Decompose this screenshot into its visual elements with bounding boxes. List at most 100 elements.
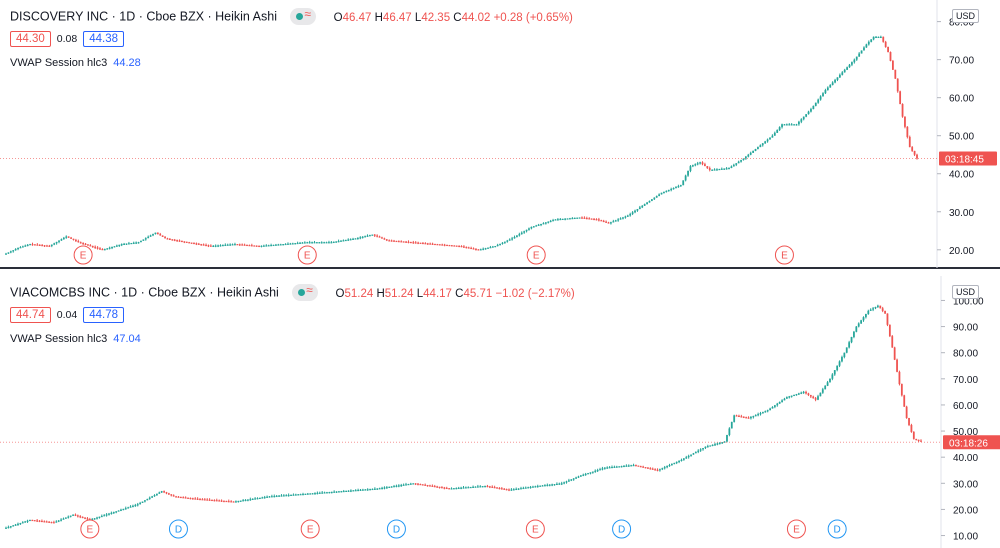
candle-body <box>460 245 463 248</box>
candle-body <box>824 385 827 390</box>
indicator-legend[interactable]: VWAP Session hlc3 44.28 <box>10 57 141 69</box>
candle-body <box>302 493 304 496</box>
candle-body <box>347 239 350 241</box>
quote-row: 44.30 0.08 44.38 <box>10 31 124 47</box>
candle-body <box>237 500 240 503</box>
dividend-event-marker[interactable]: D <box>386 519 406 539</box>
candle-body <box>140 240 142 243</box>
candle-body <box>714 444 716 446</box>
price-chart-svg[interactable]: 20.00 30.00 40.00 50.00 60.00 70.00 80.00 03:18… <box>0 0 1000 268</box>
candle-body <box>65 236 68 238</box>
candle-body <box>858 53 861 57</box>
candle-body <box>723 168 726 170</box>
chart-pane-viacomcbs[interactable]: 10.00 20.00 30.00 40.00 50.00 60.00 70.00 80.00… <box>0 276 1000 548</box>
candle-body <box>781 124 783 128</box>
legend-toggle[interactable]: ≈ <box>292 283 319 301</box>
candle-body <box>486 485 489 488</box>
candle-body <box>901 104 904 117</box>
earnings-event-marker[interactable]: E <box>297 245 317 265</box>
event-marker-label: E <box>781 251 788 262</box>
pane-divider[interactable] <box>0 267 1000 269</box>
candle-body <box>793 124 795 126</box>
price-chart-svg[interactable]: 10.00 20.00 30.00 40.00 50.00 60.00 70.00 80.00… <box>0 276 1000 548</box>
candle-body <box>417 242 420 244</box>
candle-body <box>160 491 163 493</box>
last-price-tag <box>939 151 997 166</box>
candle-body <box>84 243 87 245</box>
candle-body <box>783 124 786 126</box>
candle-body <box>407 484 410 486</box>
sell-button[interactable]: 44.74 <box>10 307 51 323</box>
candle-body <box>690 454 692 456</box>
candle-body <box>467 487 470 489</box>
candle-body <box>453 488 455 490</box>
candle-body <box>183 241 186 243</box>
symbol-title[interactable]: DISCOVERY INC · 1D · Cboe BZX · Heikin A… <box>10 9 277 24</box>
candle-body <box>863 47 865 51</box>
candle-body <box>55 521 58 523</box>
currency-label[interactable]: USD <box>952 9 980 23</box>
candle-body <box>848 64 851 68</box>
dividend-event-marker[interactable]: D <box>612 519 632 539</box>
candle-body <box>605 221 608 223</box>
earnings-event-marker[interactable]: E <box>786 519 806 539</box>
candle-body <box>706 446 709 448</box>
high-label: H <box>374 11 383 24</box>
candle-body <box>539 485 542 487</box>
candle-body <box>896 78 899 92</box>
candle-body <box>34 244 36 246</box>
candle-body <box>275 244 277 246</box>
dividend-event-marker[interactable]: D <box>168 519 188 539</box>
candle-body <box>238 244 241 246</box>
candle-body <box>637 465 640 467</box>
earnings-event-marker[interactable]: E <box>80 519 100 539</box>
candle-body <box>773 132 776 136</box>
dividend-event-marker[interactable]: D <box>827 519 847 539</box>
indicator-legend[interactable]: VWAP Session hlc3 47.04 <box>10 333 141 345</box>
earnings-event-marker[interactable]: E <box>774 245 794 265</box>
candle-body <box>843 352 846 358</box>
candle-body <box>569 218 571 220</box>
legend-toggle[interactable]: ≈ <box>290 7 317 25</box>
earnings-event-marker[interactable]: E <box>525 519 545 539</box>
candle-body <box>212 245 215 247</box>
y-tick-label: 80.00 <box>949 18 974 29</box>
candle-body <box>195 243 198 245</box>
earnings-event-marker[interactable]: E <box>300 519 320 539</box>
high-label: H <box>376 287 385 300</box>
candle-body <box>19 247 22 249</box>
candle-body <box>371 488 374 491</box>
candle-body <box>19 523 22 525</box>
earnings-event-marker[interactable]: E <box>73 245 93 265</box>
chart-pane-discovery[interactable]: 20.00 30.00 40.00 50.00 60.00 70.00 80.00 03:18… <box>0 0 1000 268</box>
candle-body <box>448 488 451 490</box>
event-marker-label: D <box>618 525 625 536</box>
candle-body <box>211 499 213 502</box>
candle-body <box>132 505 134 507</box>
currency-label[interactable]: USD <box>952 285 980 299</box>
candle-body <box>721 442 724 444</box>
candle-body <box>144 500 146 502</box>
candle-body <box>677 186 680 188</box>
candle-body <box>613 466 616 468</box>
earnings-event-marker[interactable]: E <box>526 245 546 265</box>
symbol-title[interactable]: VIACOMCBS INC · 1D · Cboe BZX · Heikin A… <box>10 285 279 300</box>
candle-body <box>476 486 479 488</box>
buy-button[interactable]: 44.78 <box>83 307 124 323</box>
candle-body <box>441 487 443 489</box>
candle-body <box>407 241 410 244</box>
candle-body <box>757 414 760 416</box>
candle-body <box>578 217 581 219</box>
candle-body <box>535 225 538 227</box>
candle-body <box>111 246 113 249</box>
buy-button[interactable]: 44.38 <box>83 31 124 47</box>
candle-body <box>841 357 843 362</box>
candle-body <box>259 497 261 499</box>
sell-button[interactable]: 44.30 <box>10 31 51 47</box>
candle-body <box>60 239 63 241</box>
candle-body <box>865 44 868 48</box>
candle-body <box>846 67 849 70</box>
candle-body <box>764 411 767 413</box>
candle-body <box>742 416 745 418</box>
event-marker-label: E <box>532 525 539 536</box>
